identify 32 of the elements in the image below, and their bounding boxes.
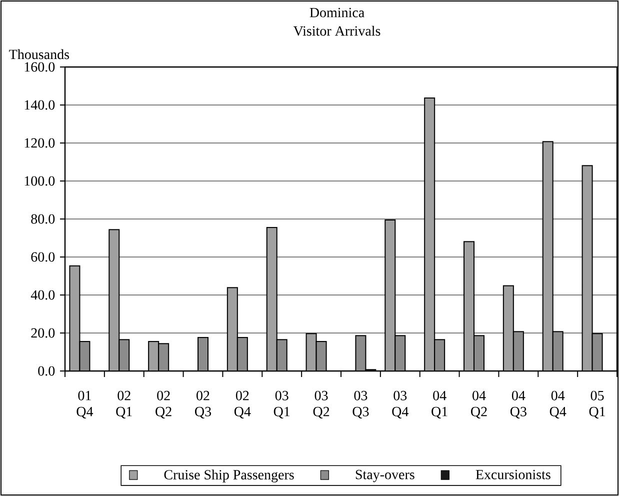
y-tick-label: 100.0 (24, 176, 55, 186)
bar (542, 141, 554, 371)
x-tick-label: 03 Q1 (274, 390, 290, 418)
legend-label: Cruise Ship Passengers (164, 470, 294, 482)
y-tick-label: 80.0 (31, 214, 55, 224)
y-tick-label: 140.0 (24, 100, 55, 110)
x-tick-label: 05 Q1 (589, 390, 606, 418)
x-tick-label: 04 Q1 (432, 390, 448, 418)
y-tick-label: 20.0 (31, 328, 55, 338)
x-tick-label: 04 Q3 (510, 390, 526, 418)
x-tick-label: 02 Q4 (234, 390, 251, 418)
x-tick-label: 03 Q2 (313, 390, 330, 418)
legend-label: Excursionists (476, 470, 550, 480)
y-tick-label: 40.0 (30, 290, 55, 300)
x-tick-label: 03 Q4 (392, 390, 408, 418)
x-tick-label: 04 Q2 (471, 390, 487, 418)
x-tick-label: 03 Q3 (352, 390, 369, 418)
x-tick-label: 04 Q4 (550, 390, 566, 418)
chart-subtitle: Visitor Arrivals (293, 26, 380, 36)
y-tick-label: 60.0 (31, 252, 55, 262)
x-tick-label: 01 Q4 (76, 390, 94, 418)
y-tick-label: 0.0 (38, 366, 55, 376)
x-tick-label: 02 Q3 (195, 390, 212, 418)
y-axis-title: Thousands (9, 49, 70, 60)
y-tick-label: 160.0 (24, 62, 55, 72)
legend-label: Stay-overs (356, 470, 414, 482)
chart-title: Dominica (310, 8, 364, 18)
bar (582, 165, 593, 371)
y-tick-label: 120.0 (24, 138, 55, 148)
x-tick-label: 02 Q1 (116, 390, 132, 418)
x-tick-label: 02 Q2 (156, 390, 172, 418)
bar (424, 97, 436, 371)
